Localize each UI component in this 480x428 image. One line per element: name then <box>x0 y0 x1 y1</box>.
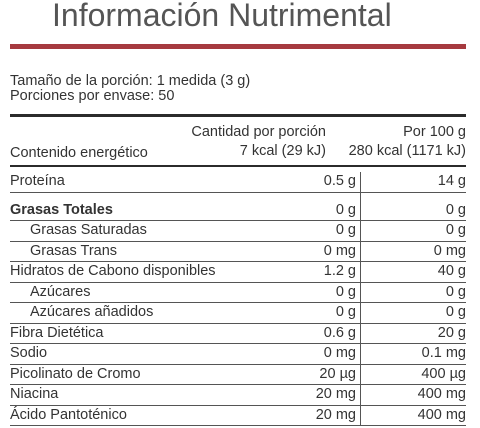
row-gap <box>10 192 466 201</box>
per-100g-value: 20 g <box>360 323 466 344</box>
col2-header: Por 100 g 280 kcal (1171 kJ) <box>349 123 466 161</box>
table-row: Grasas Saturadas 0 g 0 g <box>10 220 466 242</box>
per-100g-value: 0 g <box>360 282 466 303</box>
col1-header: Cantidad por porción 7 kcal (29 kJ) <box>191 123 326 161</box>
servings-per-container: Porciones por envase: 50 <box>10 88 175 104</box>
col1-label: Cantidad por porción <box>191 124 326 140</box>
nutrient-name: Azúcares añadidos <box>10 302 238 324</box>
col2-energy: 280 kcal (1171 kJ) <box>348 143 466 159</box>
col1-energy: 7 kcal (29 kJ) <box>239 143 326 159</box>
per-100g-value: 400 mg <box>360 384 466 406</box>
nutrient-name: Ácido Pantoténico <box>10 405 238 426</box>
per-100g-value: 0 g <box>360 302 466 324</box>
per-serving-value: 20 mg <box>238 405 361 426</box>
per-serving-value: 20 µg <box>238 364 361 385</box>
table-row: Grasas Trans 0 mg 0 mg <box>10 241 466 262</box>
per-serving-value: 0 mg <box>238 241 361 262</box>
page-title: Información Nutrimental <box>52 0 392 33</box>
serving-info: Tamaño de la porción: 1 medida (3 g) Por… <box>10 74 250 104</box>
nutrient-name: Hidratos de Cabono disponibles <box>10 261 238 283</box>
divider-energy <box>10 165 466 167</box>
table-row: Azúcares añadidos 0 g 0 g <box>10 302 466 324</box>
per-serving-value: 0 g <box>238 220 361 242</box>
col2-label: Por 100 g <box>403 124 466 140</box>
per-serving-value: 0.5 g <box>238 172 361 193</box>
per-serving-value: 0 g <box>238 200 361 221</box>
per-100g-value: 400 µg <box>360 364 466 385</box>
nutrient-name: Proteína <box>10 172 238 193</box>
table-row: Azúcares 0 g 0 g <box>10 282 466 303</box>
nutrient-name: Fibra Dietética <box>10 323 238 344</box>
table-row: Niacina 20 mg 400 mg <box>10 384 466 406</box>
per-100g-value: 0.1 mg <box>360 343 466 365</box>
per-100g-value: 0 g <box>360 220 466 242</box>
nutrient-name: Niacina <box>10 384 238 406</box>
serving-size: Tamaño de la porción: 1 medida (3 g) <box>10 73 251 89</box>
nutrient-name: Grasas Saturadas <box>10 220 238 242</box>
table-row: Grasas Totales 0 g 0 g <box>10 200 466 221</box>
per-serving-value: 0 mg <box>238 343 361 365</box>
energy-label: Contenido energético <box>10 145 148 161</box>
per-100g-value: 14 g <box>360 172 466 193</box>
nutrient-name: Azúcares <box>10 282 238 303</box>
per-serving-value: 0.6 g <box>238 323 361 344</box>
per-100g-value: 400 mg <box>360 405 466 426</box>
table-row: Proteína 0.5 g 14 g <box>10 172 466 193</box>
nutrient-name: Picolinato de Cromo <box>10 364 238 385</box>
per-100g-value: 0 mg <box>360 241 466 262</box>
per-serving-value: 20 mg <box>238 384 361 406</box>
table-row: Sodio 0 mg 0.1 mg <box>10 343 466 365</box>
per-100g-value: 0 g <box>360 200 466 221</box>
title-underline <box>10 44 466 49</box>
nutrient-name: Grasas Trans <box>10 241 238 262</box>
per-serving-value: 0 g <box>238 282 361 303</box>
per-serving-value: 1.2 g <box>238 261 361 283</box>
per-100g-value: 40 g <box>360 261 466 283</box>
table-row: Ácido Pantoténico 20 mg 400 mg <box>10 405 466 426</box>
per-serving-value: 0 g <box>238 302 361 324</box>
table-row: Fibra Dietética 0.6 g 20 g <box>10 323 466 344</box>
nutrition-table: Proteína 0.5 g 14 g Grasas Totales 0 g 0… <box>10 172 466 426</box>
table-row: Picolinato de Cromo 20 µg 400 µg <box>10 364 466 385</box>
nutrient-name: Sodio <box>10 343 238 365</box>
table-row: Hidratos de Cabono disponibles 1.2 g 40 … <box>10 261 466 283</box>
divider-top <box>10 114 466 117</box>
nutrient-name: Grasas Totales <box>10 200 238 221</box>
